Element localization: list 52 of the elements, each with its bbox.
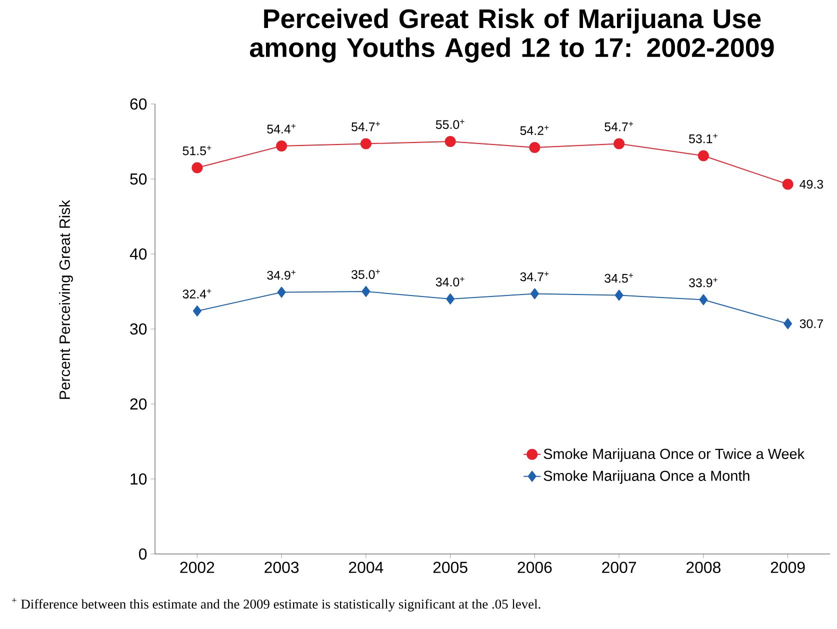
point [784, 318, 792, 330]
point [782, 178, 794, 190]
point [699, 294, 708, 306]
point [446, 293, 455, 304]
y-tick-label: 30 [130, 323, 147, 335]
legend-label: Smoke Marijuana Once or Twice a Week [544, 448, 805, 462]
data-label: 49.3 [800, 180, 824, 189]
legend-label: Smoke Marijuana Once a Month [544, 470, 750, 484]
x-tick-label: 2002 [180, 562, 214, 574]
point [530, 288, 539, 300]
data-label: 34.0$^{+}$ [436, 276, 464, 286]
y-tick-label: 20 [130, 398, 147, 410]
data-label: 53.1$^{+}$ [689, 134, 718, 144]
x-tick-label: 2006 [518, 562, 552, 574]
x-tick-label: 2009 [770, 562, 805, 574]
data-label: 33.9$^{+}$ [689, 278, 718, 288]
data-label: 54.7$^{+}$ [352, 122, 380, 132]
data-label: 34.9$^{+}$ [267, 270, 296, 280]
point [614, 138, 625, 150]
x-tick-label: 2004 [349, 562, 384, 574]
data-label: 34.5$^{+}$ [604, 273, 634, 283]
data-label: 32.4$^{+}$ [182, 288, 212, 298]
point [529, 142, 540, 153]
y-tick-label: 60 [130, 98, 147, 110]
x-tick-label: 2003 [264, 562, 299, 574]
y-tick-label: 50 [130, 173, 147, 185]
point [444, 136, 456, 147]
data-label: 54.4$^{+}$ [267, 124, 296, 134]
y-axis-title: Percent Perceiving Great Risk [59, 200, 73, 399]
y-tick-label: 0 [138, 548, 147, 560]
data-label: 35.0$^{+}$ [352, 269, 380, 279]
data-label: 54.7$^{+}$ [604, 122, 634, 132]
point [362, 286, 370, 297]
x-tick-label: 2008 [686, 562, 720, 574]
point [276, 140, 288, 152]
x-tick-label: 2005 [433, 562, 468, 574]
point [277, 286, 286, 298]
data-label: 54.2$^{+}$ [520, 125, 549, 135]
data-label: 34.7$^{+}$ [520, 272, 549, 282]
point [614, 290, 624, 301]
point [698, 150, 709, 162]
data-label: 30.7 [800, 319, 823, 328]
y-tick-label: 10 [130, 473, 147, 485]
chart-title: Perceived Great Risk of Marijuana Use among Youths Aged 12 to 17: 2002-2009 [250, 8, 774, 63]
text: $^{+}$ Difference between this estimate and the 2009 estimate is statistically significant at the .05 level. [12, 598, 540, 612]
point [360, 138, 372, 150]
point [192, 162, 203, 174]
x-tick-label: 2007 [602, 562, 636, 574]
data-label: 51.5$^{+}$ [182, 146, 212, 156]
data-label: 55.0$^{+}$ [436, 119, 464, 129]
point [192, 305, 202, 316]
y-tick-label: 40 [130, 248, 147, 260]
